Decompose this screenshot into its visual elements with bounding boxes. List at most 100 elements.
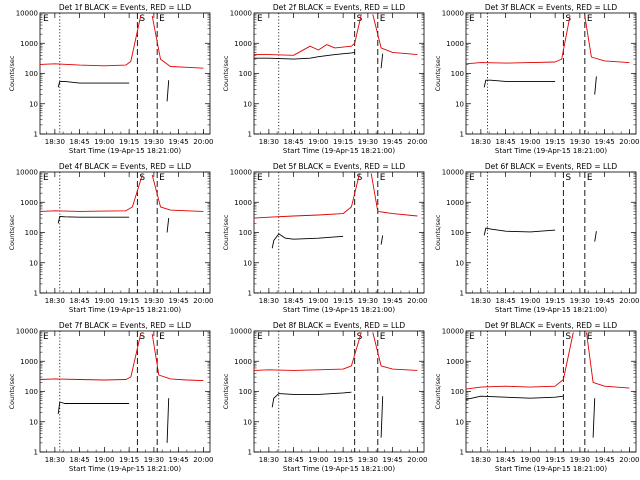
y-tick-label: 10: [243, 100, 252, 108]
y-tick-label: 10: [455, 418, 464, 426]
x-tick-label: 19:00: [520, 456, 540, 464]
y-tick-label: 1000: [234, 358, 252, 366]
x-tick-label: 18:30: [259, 297, 279, 305]
marker-letter-e: E: [43, 14, 49, 24]
lld-series-line: [254, 14, 362, 56]
marker-letter-s: S: [139, 14, 145, 24]
x-tick-label: 19:30: [570, 456, 590, 464]
marker-letter-e: E: [469, 332, 475, 342]
x-tick-label: 20:00: [193, 297, 213, 305]
panel-title: Det 8f BLACK = Events, RED = LLD: [273, 321, 406, 330]
x-tick-label: 19:15: [333, 297, 353, 305]
events-series-line: [271, 233, 344, 249]
y-tick-label: 10000: [230, 169, 252, 177]
y-axis-label: Counts/sec: [434, 55, 442, 91]
marker-letter-e: E: [587, 332, 593, 342]
panel-title: Det 7f BLACK = Events, RED = LLD: [59, 321, 192, 330]
panel-title: Det 5f BLACK = Events, RED = LLD: [273, 162, 406, 171]
lld-series-line: [39, 15, 142, 67]
y-axis-label: Counts/sec: [222, 373, 230, 409]
events-series-line: [57, 401, 130, 415]
x-tick-label: 18:45: [70, 297, 90, 305]
x-tick-label: 19:30: [358, 297, 378, 305]
y-axis-label: Counts/sec: [8, 373, 16, 409]
y-tick-label: 100: [25, 388, 38, 396]
y-tick-label: 10: [29, 418, 38, 426]
detector-panel-6: Det 6f BLACK = Events, RED = LLD 1 10 100 10…: [434, 162, 639, 314]
x-tick-label: 19:15: [119, 297, 139, 305]
x-axis-label: Start Time (19-Apr-15 18:21:00): [69, 465, 181, 473]
x-tick-label: 19:45: [595, 297, 615, 305]
marker-letter-e: E: [159, 14, 165, 24]
y-tick-label: 10: [455, 100, 464, 108]
panel-title: Det 2f BLACK = Events, RED = LLD: [273, 3, 406, 12]
x-tick-label: 19:00: [94, 456, 114, 464]
marker-letter-e: E: [43, 173, 49, 183]
y-axis-label: Counts/sec: [8, 55, 16, 91]
events-series-line: [271, 391, 352, 408]
x-tick-label: 19:45: [595, 456, 615, 464]
x-tick-label: 19:00: [94, 138, 114, 146]
events-series-line: [483, 227, 556, 236]
plot-frame: [465, 12, 637, 135]
y-axis-label: Counts/sec: [222, 214, 230, 250]
y-tick-label: 10000: [442, 169, 464, 177]
marker-letter-e: E: [380, 14, 386, 24]
x-tick-label: 19:15: [545, 456, 565, 464]
y-tick-label: 10000: [16, 169, 38, 177]
lld-series-line: [39, 174, 143, 212]
y-tick-label: 10000: [230, 328, 252, 336]
marker-letter-e: E: [469, 14, 475, 24]
y-tick-label: 100: [451, 229, 464, 237]
x-tick-label: 19:30: [358, 456, 378, 464]
x-tick-label: 19:30: [570, 297, 590, 305]
plot-frame: [39, 12, 211, 135]
marker-letter-s: S: [139, 173, 145, 183]
y-tick-label: 1: [248, 290, 252, 298]
x-tick-label: 19:45: [595, 138, 615, 146]
events-series-line: [594, 231, 597, 242]
y-tick-label: 100: [239, 388, 252, 396]
x-tick-label: 19:30: [144, 456, 164, 464]
y-tick-label: 100: [25, 70, 38, 78]
y-tick-label: 10: [243, 259, 252, 267]
y-tick-label: 1000: [234, 40, 252, 48]
x-tick-label: 18:30: [471, 138, 491, 146]
events-series-line: [166, 398, 170, 443]
plot-frame: [39, 171, 211, 294]
events-series-line: [594, 76, 597, 95]
x-tick-label: 18:30: [259, 138, 279, 146]
lld-series-line: [253, 173, 361, 219]
y-tick-label: 1000: [234, 199, 252, 207]
y-tick-label: 10000: [442, 10, 464, 18]
x-axis-label: Start Time (19-Apr-15 18:21:00): [495, 306, 607, 314]
y-tick-label: 100: [451, 388, 464, 396]
x-axis-label: Start Time (19-Apr-15 18:21:00): [495, 465, 607, 473]
x-tick-label: 20:00: [193, 456, 213, 464]
panel-title: Det 1f BLACK = Events, RED = LLD: [59, 3, 192, 12]
lld-series-line: [39, 333, 142, 381]
x-tick-label: 20:00: [407, 297, 427, 305]
x-tick-label: 18:30: [45, 456, 65, 464]
x-tick-label: 19:45: [383, 456, 403, 464]
x-axis-label: Start Time (19-Apr-15 18:21:00): [283, 147, 395, 155]
marker-letter-e: E: [380, 332, 386, 342]
detector-panel-8: Det 8f BLACK = Events, RED = LLD 1 10 100 10…: [222, 321, 427, 473]
events-series-line: [57, 215, 130, 224]
x-tick-label: 18:30: [259, 456, 279, 464]
plot-frame: [465, 171, 637, 294]
x-axis-label: Start Time (19-Apr-15 18:21:00): [495, 147, 607, 155]
x-tick-label: 18:30: [45, 138, 65, 146]
marker-letter-e: E: [257, 332, 263, 342]
plot-frame: [253, 12, 425, 135]
x-tick-label: 19:45: [383, 297, 403, 305]
x-tick-label: 19:15: [119, 138, 139, 146]
detector-panel-2: Det 2f BLACK = Events, RED = LLD 1 10 100 10…: [222, 3, 427, 155]
x-tick-label: 18:30: [471, 297, 491, 305]
x-tick-label: 19:30: [358, 138, 378, 146]
detector-panel-1: Det 1f BLACK = Events, RED = LLD 1 10 100 10…: [8, 3, 213, 155]
marker-letter-e: E: [159, 332, 165, 342]
events-series-line: [57, 80, 130, 88]
x-tick-label: 18:30: [471, 456, 491, 464]
